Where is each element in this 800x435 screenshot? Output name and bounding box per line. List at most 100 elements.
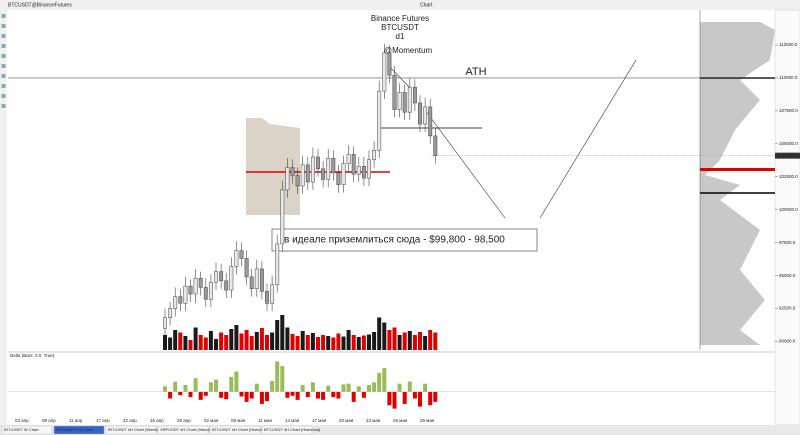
delta-bar [356, 386, 361, 392]
tab[interactable] [1, 425, 53, 435]
delta-bar [402, 391, 407, 404]
volume-bar [295, 336, 300, 350]
tab-label[interactable]: BTCUSDT 4H Chart (Weekly) [108, 427, 161, 432]
volume-bar [203, 337, 208, 350]
date-label: 03 апр [15, 418, 29, 423]
delta-bar [412, 391, 417, 399]
candle-body [351, 154, 356, 175]
candle-body [219, 271, 224, 282]
delta-bar [229, 376, 234, 392]
date-label: 29 апр [177, 418, 191, 423]
volume-bar [428, 330, 433, 350]
price-tick-label: 90000.0 [779, 339, 796, 344]
volume-bar [254, 332, 259, 350]
tab-label[interactable]: BTCUSDT W Chart [4, 427, 39, 432]
candle-body [208, 281, 213, 300]
volume-bar [382, 322, 387, 350]
delta-bar [244, 391, 249, 402]
window-title[interactable]: BTCUSDT@BinanceFutures [8, 2, 72, 8]
candle-body [285, 167, 290, 191]
date-label: 17 мая [312, 418, 327, 423]
candle-body [173, 296, 178, 309]
volume-bar [387, 330, 392, 350]
date-label: 11 мая [258, 418, 273, 423]
date-label: 11 апр [69, 418, 83, 423]
tab[interactable] [209, 425, 261, 435]
delta-bar [234, 371, 239, 392]
trend-line [424, 109, 506, 219]
candle-body [407, 86, 412, 113]
indicator-label: @Momentum [384, 46, 432, 55]
candle-body [428, 106, 433, 137]
delta-bar [203, 391, 208, 396]
volume-bar [367, 334, 371, 350]
left-toolbar [0, 10, 7, 425]
tab-label[interactable]: BTCUSDT 4H Chart (Historical) [264, 427, 321, 432]
tab-label[interactable]: XRPUSDT 4H Chart (Historical) [160, 427, 217, 432]
delta-bar [305, 391, 310, 398]
left-tools [1, 14, 6, 108]
volume-bar [219, 332, 224, 350]
candle-body [402, 92, 407, 113]
candle-body [254, 268, 259, 289]
candle-body [326, 158, 331, 180]
volume-bar [208, 331, 213, 350]
delta-bar [387, 391, 392, 406]
volume-bar [351, 335, 356, 350]
volume-bar [244, 330, 249, 350]
volume-bar [168, 337, 173, 350]
delta-bar [254, 383, 259, 392]
volume-bar [163, 335, 167, 350]
candle-body [249, 276, 254, 289]
candle-body [397, 92, 402, 110]
delta-bar [407, 381, 412, 392]
delta-bar [382, 368, 387, 392]
last-price-label: 104100.0 [777, 153, 796, 158]
delta-bar [331, 391, 336, 398]
candle-body [183, 285, 188, 304]
candle-body [203, 287, 208, 300]
price-tick-label: 110000.0 [779, 75, 798, 80]
tab[interactable] [261, 425, 313, 435]
date-label: 08 мая [231, 418, 246, 423]
tab-label[interactable]: BTCUSDT 4H Chart (Historical) [212, 427, 269, 432]
candle-body [310, 156, 315, 183]
volume-bar [259, 328, 264, 350]
volume-bar [183, 336, 188, 350]
timeframe: d1 [396, 32, 405, 41]
volume-bar [316, 337, 320, 350]
tab[interactable] [53, 425, 105, 435]
volume-bar [402, 332, 407, 350]
candle-body [321, 168, 326, 180]
trend-line [539, 59, 637, 219]
candle-body [392, 75, 397, 110]
delta-bar [275, 361, 280, 392]
delta-bar [208, 382, 213, 392]
volume-bar [173, 330, 178, 350]
volume-bar [412, 335, 417, 350]
tab-label[interactable]: BTCUSDT H 1 Chart [56, 427, 94, 432]
delta-bar [173, 381, 178, 392]
volume-profile-left [246, 118, 300, 215]
delta-bar [265, 391, 269, 402]
candle-body [377, 90, 382, 151]
tab[interactable] [105, 425, 157, 435]
delta-bar [418, 391, 422, 407]
volume-bar [418, 332, 422, 350]
delta-bar [351, 391, 356, 402]
volume-bar [270, 332, 275, 350]
delta-bar [295, 391, 300, 400]
delta-bar [198, 391, 203, 400]
candle-body [265, 291, 269, 304]
candle-body [372, 150, 377, 160]
price-tick-label: 100000.0 [779, 207, 798, 212]
volume-bar [275, 320, 280, 350]
last-price-box [775, 152, 800, 159]
date-label: 25 апр [150, 418, 164, 423]
chart-label: Chart [420, 2, 433, 8]
delta-bar [346, 383, 351, 392]
tab[interactable] [157, 425, 209, 435]
candle-body [412, 86, 417, 104]
volume-bar [321, 335, 326, 350]
volume-bar [336, 333, 341, 350]
